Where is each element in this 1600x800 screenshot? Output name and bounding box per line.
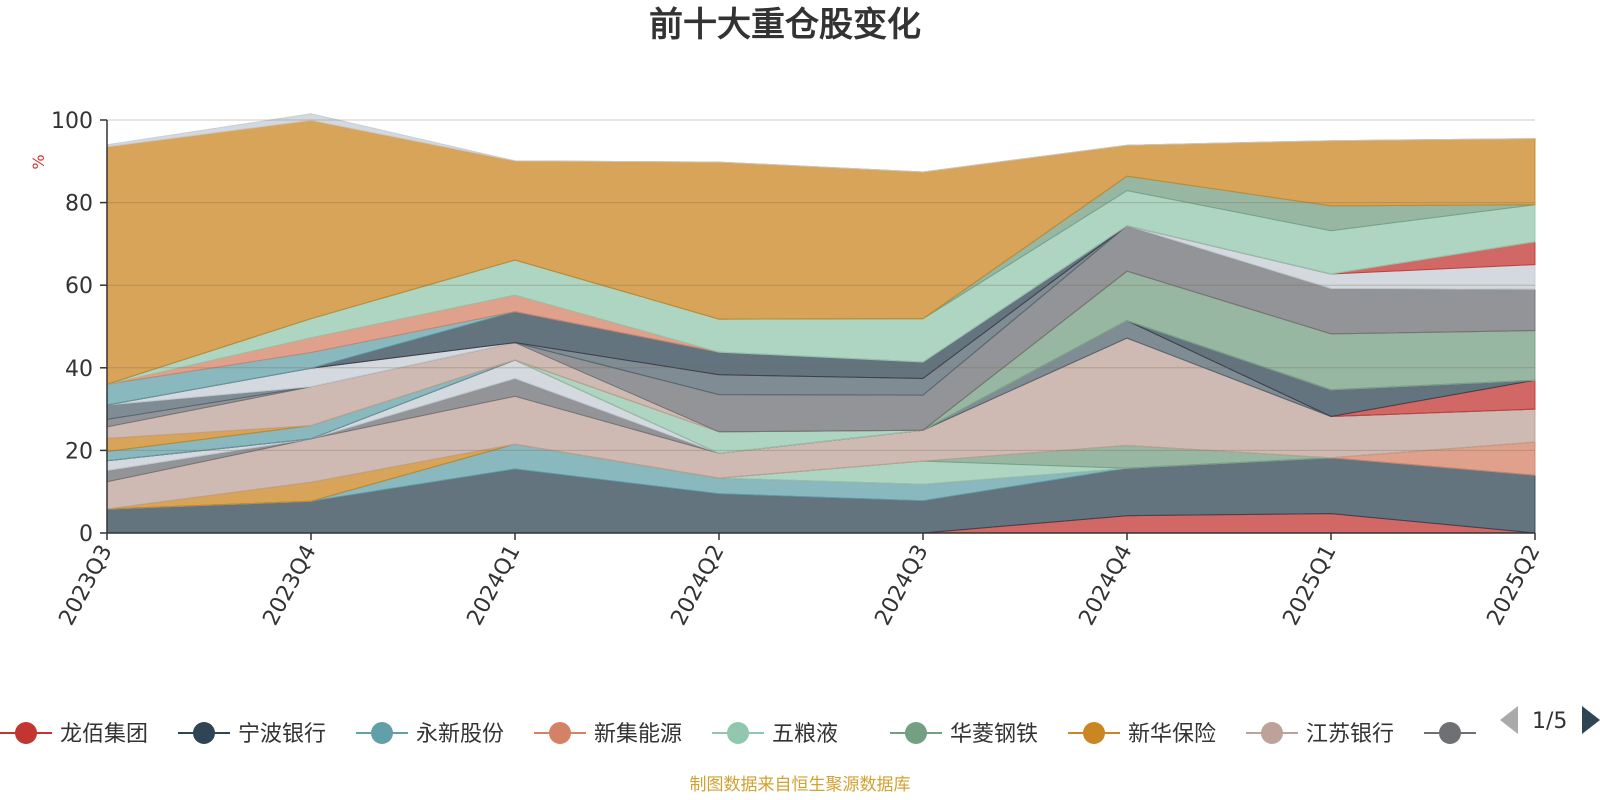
legend-label: 江苏银行 [1306, 722, 1394, 747]
y-tick-label-5: 100 [51, 109, 93, 134]
x-tick-label-6: 2025Q1 [1279, 541, 1342, 630]
legend-label: 宁波银行 [238, 722, 326, 747]
legend-label: 新华保险 [1128, 722, 1216, 747]
legend-item-4[interactable]: 五粮液 [712, 722, 838, 747]
legend-marker-icon [371, 722, 393, 744]
legend-item-7[interactable]: 江苏银行 [1246, 722, 1394, 747]
legend-marker-icon [549, 722, 571, 744]
legend-item-1[interactable]: 宁波银行 [178, 722, 326, 747]
legend-marker-icon [905, 722, 927, 744]
legend-marker-icon [727, 722, 749, 744]
source-note: 制图数据来自恒生聚源数据库 [690, 775, 911, 795]
y-tick-label-4: 80 [65, 192, 93, 217]
legend-pager[interactable]: 1/5 [1500, 706, 1600, 734]
y-tick-label-1: 20 [65, 439, 93, 464]
legend[interactable]: 龙佰集团 宁波银行 永新股份 新集能源 五粮液 华菱钢铁 新华保险 江苏银行 贵州茅台 [0, 722, 1572, 747]
y-tick-label-0: 0 [79, 522, 93, 547]
area-series-29[interactable] [106, 113, 1536, 173]
x-tick-label-1: 2023Q4 [259, 541, 322, 630]
legend-marker-icon [1261, 722, 1283, 744]
x-tick-label-3: 2024Q2 [667, 541, 730, 630]
legend-item-0[interactable]: 龙佰集团 [0, 722, 148, 747]
area-layers [106, 113, 1536, 534]
legend-label: 五粮液 [772, 722, 838, 747]
legend-label: 龙佰集团 [60, 722, 148, 747]
next-page-icon[interactable] [1582, 706, 1600, 734]
y-tick-label-2: 40 [65, 357, 93, 382]
legend-item-3[interactable]: 新集能源 [534, 722, 682, 747]
prev-page-icon[interactable] [1500, 706, 1518, 734]
x-tick-label-7: 2025Q2 [1483, 541, 1546, 630]
legend-item-8[interactable]: 贵州茅台 [1424, 722, 1572, 747]
y-tick-label-3: 60 [65, 274, 93, 299]
legend-page-indicator: 1/5 [1532, 709, 1567, 734]
chart-title: 前十大重仓股变化 [649, 5, 921, 45]
legend-marker-icon [1439, 722, 1461, 744]
legend-label: 永新股份 [416, 722, 504, 747]
legend-item-5[interactable]: 华菱钢铁 [890, 722, 1038, 747]
legend-marker-icon [15, 722, 37, 744]
x-tick-label-5: 2024Q4 [1075, 541, 1138, 630]
legend-marker-icon [1083, 722, 1105, 744]
x-tick-label-4: 2024Q3 [871, 541, 934, 630]
y-axis-unit: % [29, 154, 48, 169]
x-tick-label-0: 2023Q3 [55, 541, 118, 630]
x-tick-label-2: 2024Q1 [463, 541, 526, 630]
legend-item-6[interactable]: 新华保险 [1068, 722, 1216, 747]
legend-item-2[interactable]: 永新股份 [356, 722, 504, 747]
legend-label: 华菱钢铁 [950, 722, 1038, 747]
legend-label: 新集能源 [594, 722, 682, 747]
legend-marker-icon [193, 722, 215, 744]
